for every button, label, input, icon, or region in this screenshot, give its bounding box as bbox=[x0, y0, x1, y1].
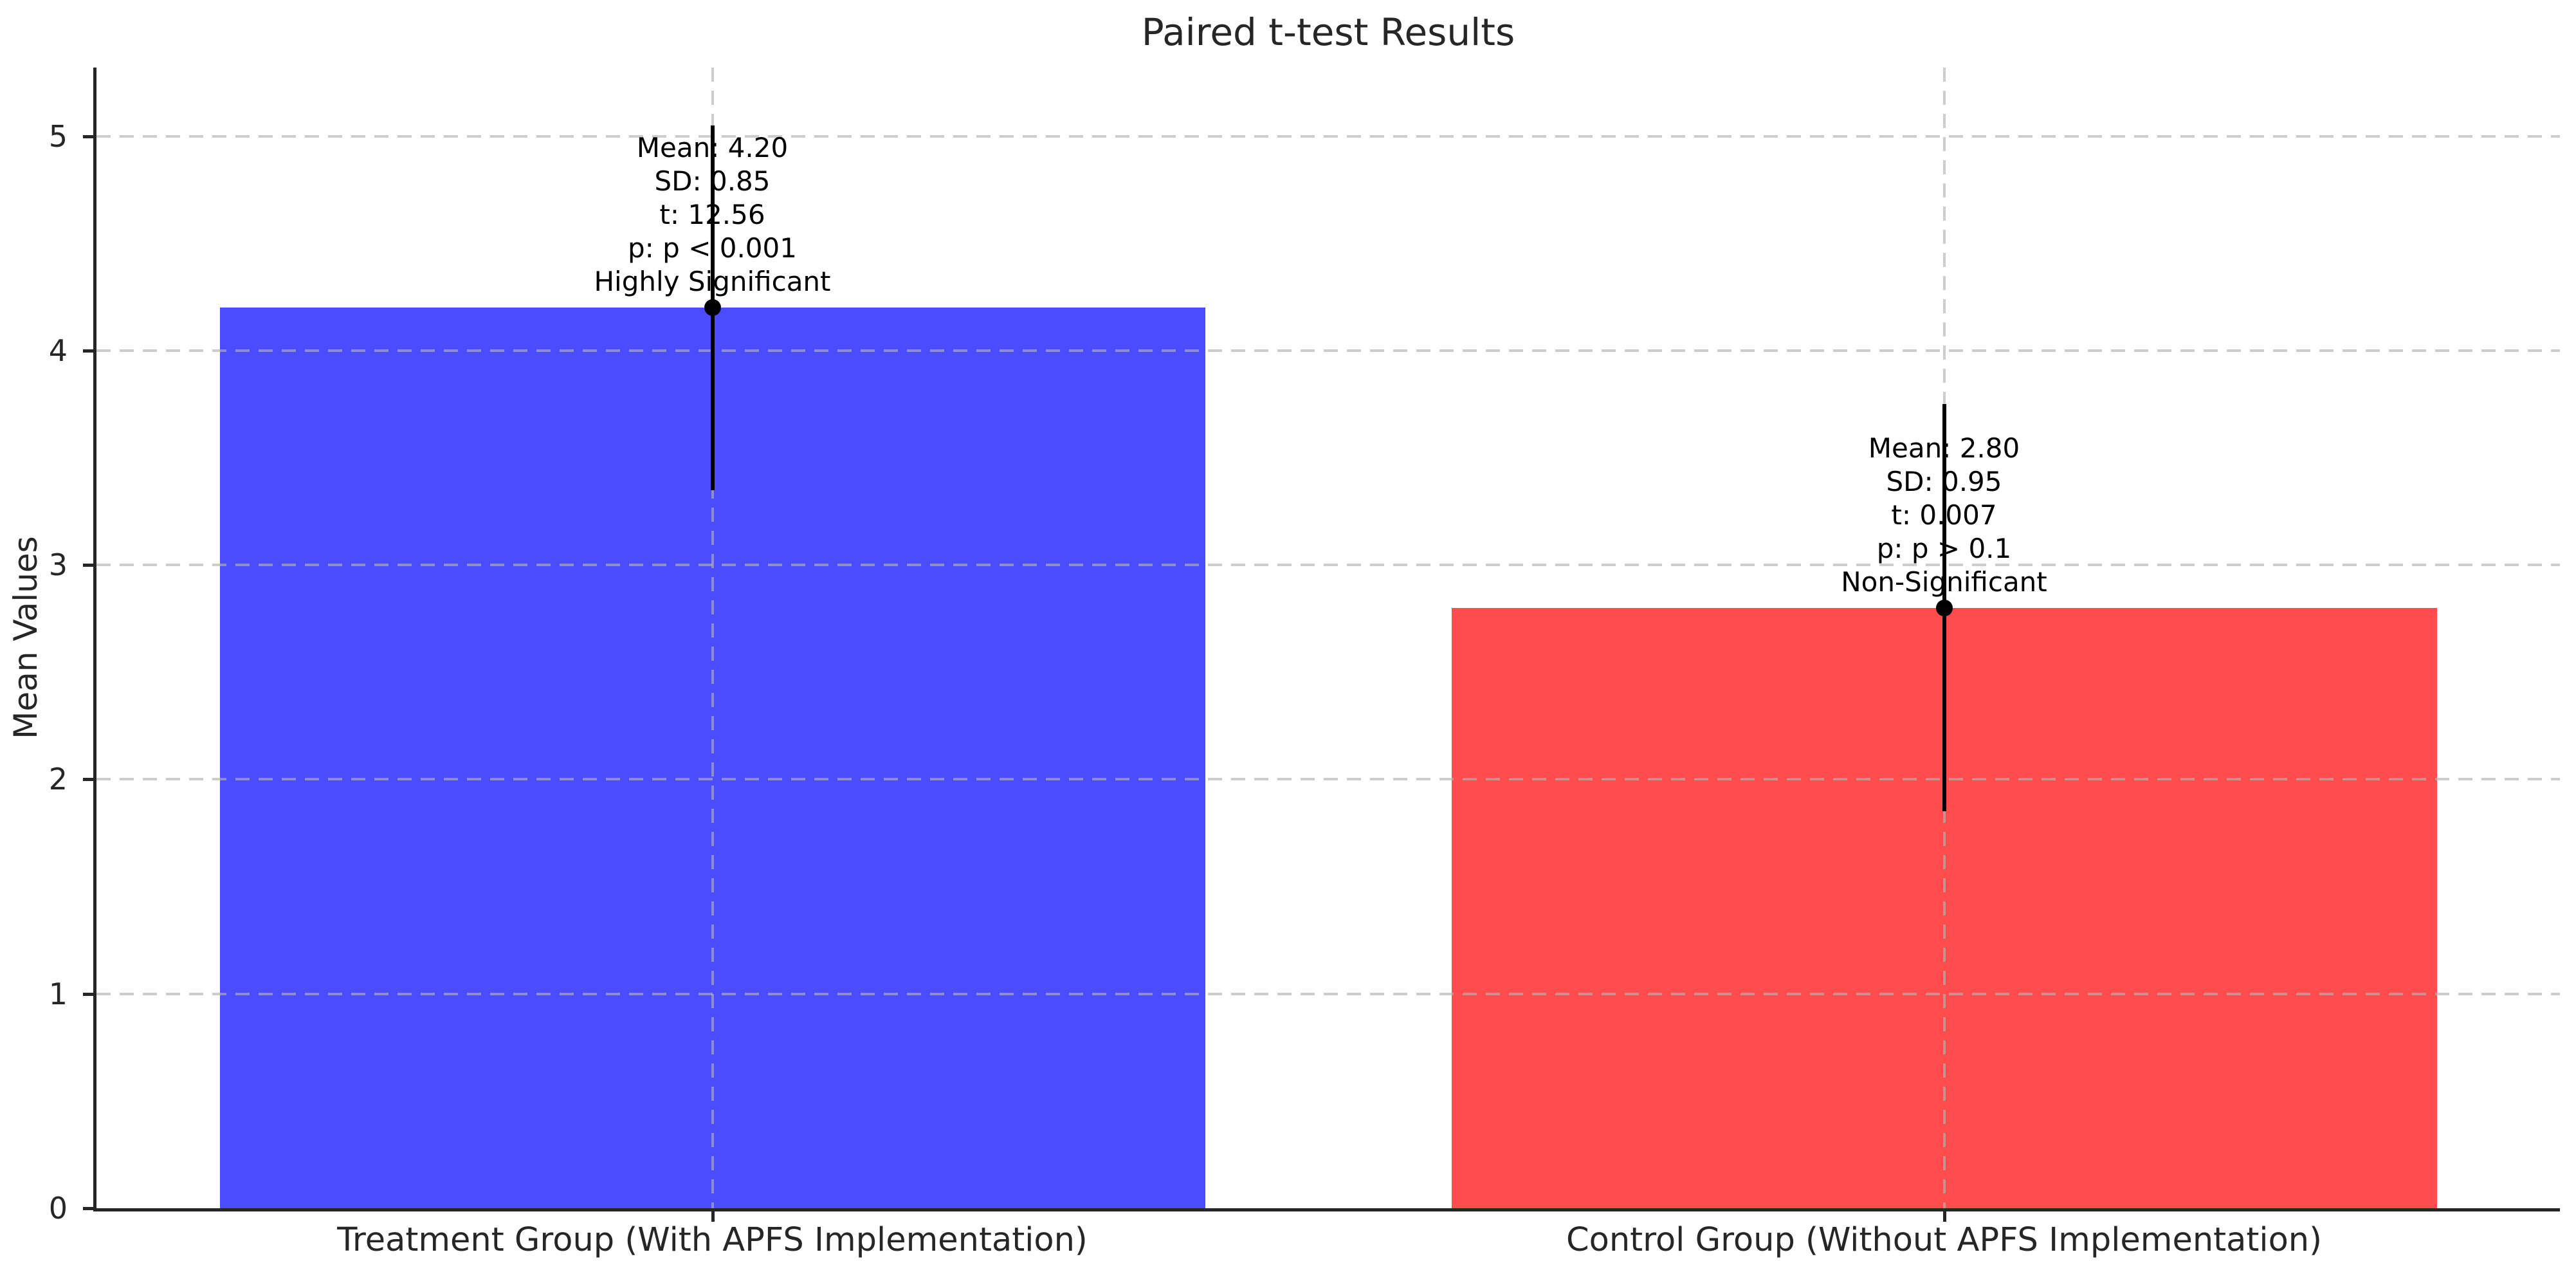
annotation-line: t: 0.007 bbox=[1891, 499, 1997, 531]
y-axis-spine bbox=[93, 68, 96, 1211]
y-tick-label: 3 bbox=[48, 548, 68, 583]
horizontal-gridline bbox=[96, 349, 2560, 352]
plot-area: Mean: 4.20 SD: 0.85 t: 12.56 p: p < 0.001 Hi… bbox=[96, 68, 2560, 1208]
horizontal-gridline bbox=[96, 564, 2560, 567]
annotation-layer: Mean: 4.20 SD: 0.85 t: 12.56 p: p < 0.001 Hi… bbox=[96, 68, 2560, 1208]
x-tick-label: Control Group (Without APFS Implementati… bbox=[1566, 1221, 2322, 1259]
annotation-line: SD: 0.85 bbox=[654, 165, 771, 198]
y-tick-mark bbox=[83, 778, 93, 782]
stats-annotation: Mean: 2.80 SD: 0.95 t: 0.007 p: p > 0.1 Non-… bbox=[1841, 432, 2047, 599]
y-tick-label: 0 bbox=[48, 1191, 68, 1226]
y-tick-mark bbox=[83, 134, 93, 138]
annotation-line: SD: 0.95 bbox=[1886, 465, 2002, 497]
x-axis-spine bbox=[93, 1208, 2560, 1211]
y-tick-mark bbox=[83, 992, 93, 996]
y-tick-mark bbox=[83, 564, 93, 567]
annotation-line: Non-Significant bbox=[1841, 566, 2047, 598]
annotation-line: p: p < 0.001 bbox=[628, 232, 797, 264]
x-tick-mark bbox=[711, 1211, 715, 1222]
annotation-line: Mean: 4.20 bbox=[636, 132, 789, 164]
y-tick-mark bbox=[83, 1207, 93, 1210]
horizontal-gridline bbox=[96, 992, 2560, 995]
annotation-line: Mean: 2.80 bbox=[1868, 432, 2020, 464]
annotation-line: t: 12.56 bbox=[659, 199, 765, 231]
mean-marker bbox=[1935, 599, 1953, 616]
annotation-line: p: p > 0.1 bbox=[1876, 532, 2012, 564]
mean-marker bbox=[704, 299, 721, 317]
stats-annotation: Mean: 4.20 SD: 0.85 t: 12.56 p: p < 0.001 Hi… bbox=[594, 131, 830, 299]
x-tick-label: Treatment Group (With APFS Implementatio… bbox=[337, 1221, 1088, 1259]
horizontal-gridline bbox=[96, 134, 2560, 138]
chart-title: Paired t-test Results bbox=[1141, 10, 1515, 54]
x-tick-mark bbox=[1942, 1211, 1946, 1222]
y-tick-label: 2 bbox=[48, 762, 68, 797]
annotation-line: Highly Significant bbox=[594, 266, 831, 298]
y-tick-label: 4 bbox=[48, 333, 68, 368]
y-tick-mark bbox=[83, 349, 93, 353]
y-tick-label: 5 bbox=[48, 118, 68, 154]
errorbar-layer bbox=[96, 68, 2560, 1208]
horizontal-gridline bbox=[96, 778, 2560, 781]
vertical-gridline bbox=[711, 68, 714, 1208]
y-tick-label: 1 bbox=[48, 976, 68, 1011]
